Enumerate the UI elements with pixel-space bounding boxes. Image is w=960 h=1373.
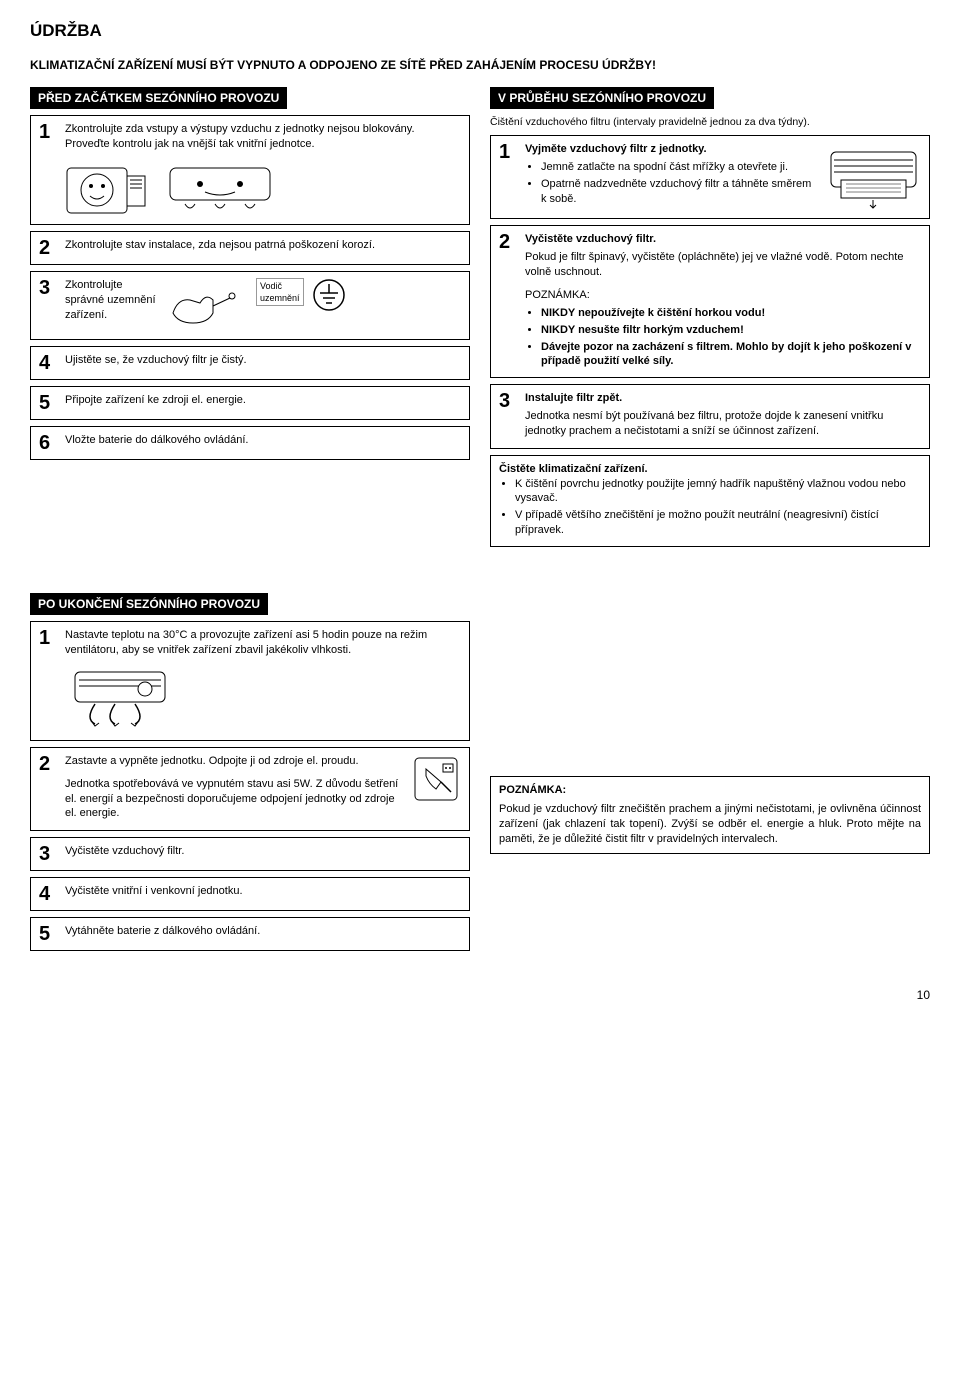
bullet-text: K čištění povrchu jednotky použijte jemn… [515, 477, 921, 507]
step-number: 1 [499, 142, 517, 212]
bottom-columns: 1 Nastavte teplotu na 30°C a provozujte … [30, 621, 930, 957]
bullet-text: Jemně zatlačte na spodní část mřížky a o… [541, 160, 818, 175]
step-text: Připojte zařízení ke zdroji el. energie. [65, 393, 461, 408]
step-number: 2 [39, 754, 57, 824]
step-number: 2 [39, 238, 57, 258]
step-text: Zkontrolujte stav instalace, zda nejsou … [65, 238, 461, 253]
page-title: ÚDRŽBA [30, 20, 930, 43]
top-columns: PŘED ZAČÁTKEM SEZÓNNÍHO PROVOZU 1 Zkontr… [30, 87, 930, 553]
section-before-season: PŘED ZAČÁTKEM SEZÓNNÍHO PROVOZU [30, 87, 287, 109]
right-step2-box: 2 Vyčistěte vzduchový filtr. Pokud je fi… [490, 225, 930, 378]
step-title: Vyčistěte vzduchový filtr. [525, 232, 921, 247]
step-text: Jednotka spotřebovává ve vypnutém stavu … [65, 777, 403, 822]
step-text: Zkontrolujte správné uzemnění zařízení. [65, 278, 160, 323]
outdoor-unit-cartoon-icon [65, 158, 155, 218]
bottom-step4-box: 4 Vyčistěte vnitřní i venkovní jednotku. [30, 877, 470, 911]
indoor-unit-cartoon-icon [165, 158, 275, 218]
left-step6-box: 6 Vložte baterie do dálkového ovládání. [30, 426, 470, 460]
bullet-text: V případě většího znečištění je možno po… [515, 508, 921, 538]
section-during-season: V PRŮBĚHU SEZÓNNÍHO PROVOZU [490, 87, 714, 109]
step-text: Jednotka nesmí být používaná bez filtru,… [525, 409, 921, 439]
bottom-step3-box: 3 Vyčistěte vzduchový filtr. [30, 837, 470, 871]
col-bottom-left: 1 Nastavte teplotu na 30°C a provozujte … [30, 621, 470, 957]
left-step2-box: 2 Zkontrolujte stav instalace, zda nejso… [30, 231, 470, 265]
page-number: 10 [30, 987, 930, 1003]
bullet-text: Dávejte pozor na zacházení s filtrem. Mo… [541, 340, 921, 370]
step-text: Zastavte a vypněte jednotku. Odpojte ji … [65, 754, 403, 769]
bullet-text: NIKDY nepoužívejte k čištění horkou vodu… [541, 306, 921, 321]
step-title: Instalujte filtr zpět. [525, 391, 921, 406]
step-number: 4 [39, 353, 57, 373]
note-label: POZNÁMKA: [525, 288, 921, 303]
bullet-text: NIKDY nesušte filtr horkým vzduchem! [541, 323, 921, 338]
step-number: 4 [39, 884, 57, 904]
grounding-wire-label-icon: Vodič uzemnění [256, 278, 304, 306]
clean-unit-title: Čistěte klimatizační zařízení. [499, 462, 921, 477]
note-text: Pokud je vzduchový filtr znečištěn prach… [499, 802, 921, 847]
step-text: Vyčistěte vzduchový filtr. [65, 844, 461, 859]
left-step1-box: 1 Zkontrolujte zda vstupy a výstupy vzdu… [30, 115, 470, 225]
right-step3-box: 3 Instalujte filtr zpět. Jednotka nesmí … [490, 384, 930, 449]
step-text: Pokud je filtr špinavý, vyčistěte (oplác… [525, 250, 921, 280]
step-text: Vytáhněte baterie z dálkového ovládání. [65, 924, 461, 939]
fan-mode-unit-icon [65, 664, 175, 734]
note-label: POZNÁMKA: [499, 783, 921, 798]
step-number: 3 [39, 278, 57, 333]
col-right: V PRŮBĚHU SEZÓNNÍHO PROVOZU Čištění vzdu… [490, 87, 930, 553]
step-number: 5 [39, 393, 57, 413]
bottom-step5-box: 5 Vytáhněte baterie z dálkového ovládání… [30, 917, 470, 951]
right-cleanunit-box: Čistěte klimatizační zařízení. K čištění… [490, 455, 930, 547]
ground-symbol-icon [312, 278, 346, 312]
step-text: Nastavte teplotu na 30°C a provozujte za… [65, 628, 461, 658]
left-step3-box: 3 Zkontrolujte správné uzemnění zařízení… [30, 271, 470, 340]
step-number: 1 [39, 122, 57, 218]
label-vodic: Vodič [260, 281, 282, 291]
step-number: 5 [39, 924, 57, 944]
bottom-step2-box: 2 Zastavte a vypněte jednotku. Odpojte j… [30, 747, 470, 831]
step-title: Vyjměte vzduchový filtr z jednotky. [525, 142, 818, 157]
right-step1-box: 1 Vyjměte vzduchový filtr z jednotky. Je… [490, 135, 930, 219]
label-uzemneni: uzemnění [260, 293, 300, 303]
left-step4-box: 4 Ujistěte se, že vzduchový filtr je čis… [30, 346, 470, 380]
right-caption: Čištění vzduchového filtru (intervaly pr… [490, 115, 930, 129]
step-text: Vyčistěte vnitřní i venkovní jednotku. [65, 884, 461, 899]
step-number: 6 [39, 433, 57, 453]
step-number: 1 [39, 628, 57, 734]
col-left: PŘED ZAČÁTKEM SEZÓNNÍHO PROVOZU 1 Zkontr… [30, 87, 470, 466]
step-text: Zkontrolujte zda vstupy a výstupy vzduch… [65, 122, 461, 152]
remove-filter-icon [826, 142, 921, 212]
page-subtitle: KLIMATIZAČNÍ ZAŘÍZENÍ MUSÍ BÝT VYPNUTO A… [30, 57, 930, 73]
bullet-text: Opatrně nadzvedněte vzduchový filtr a tá… [541, 177, 818, 207]
step-number: 2 [499, 232, 517, 371]
bottom-note-box: POZNÁMKA: Pokud je vzduchový filtr zneči… [490, 776, 930, 853]
step-number: 3 [39, 844, 57, 864]
col-bottom-right: POZNÁMKA: Pokud je vzduchový filtr zneči… [490, 621, 930, 859]
step-number: 3 [499, 391, 517, 442]
step-text: Vložte baterie do dálkového ovládání. [65, 433, 461, 448]
left-step5-box: 5 Připojte zařízení ke zdroji el. energi… [30, 386, 470, 420]
unplug-icon [411, 754, 461, 804]
grounding-hand-icon [168, 278, 248, 333]
section-after-season: PO UKONČENÍ SEZÓNNÍHO PROVOZU [30, 593, 268, 615]
step-text: Ujistěte se, že vzduchový filtr je čistý… [65, 353, 461, 368]
bottom-step1-box: 1 Nastavte teplotu na 30°C a provozujte … [30, 621, 470, 741]
